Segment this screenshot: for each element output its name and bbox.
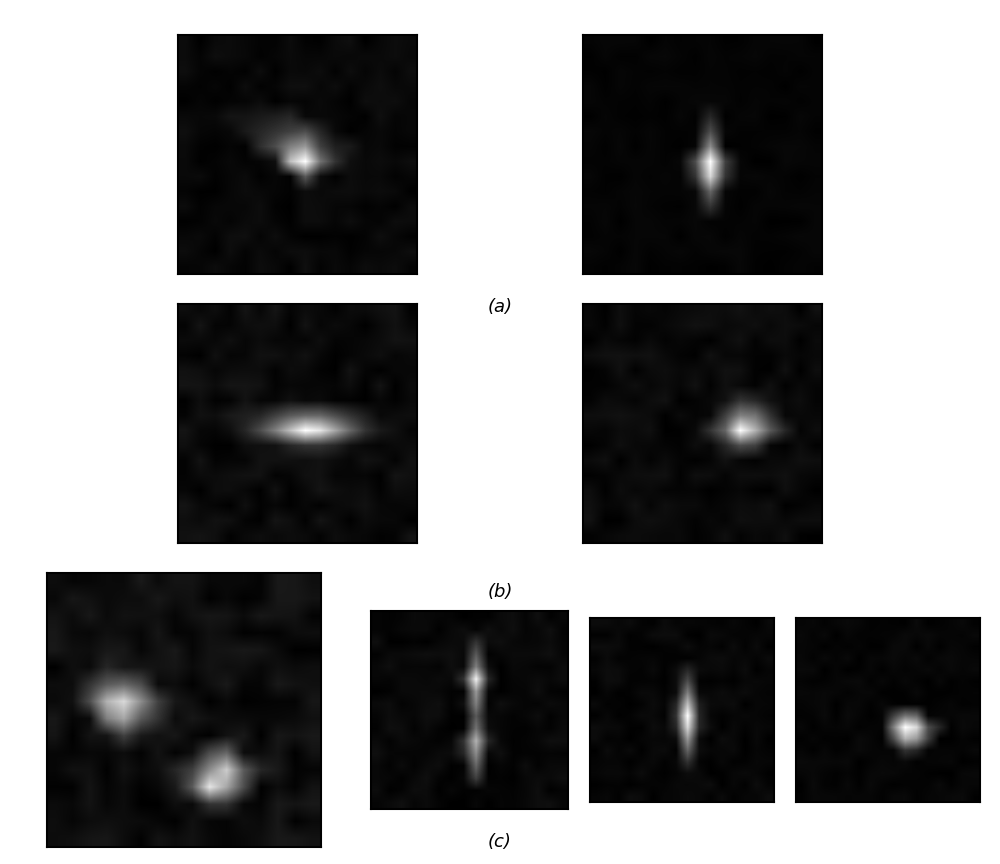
Text: (c): (c) <box>488 834 512 851</box>
Text: (a): (a) <box>488 298 512 315</box>
Text: (b): (b) <box>487 583 513 600</box>
